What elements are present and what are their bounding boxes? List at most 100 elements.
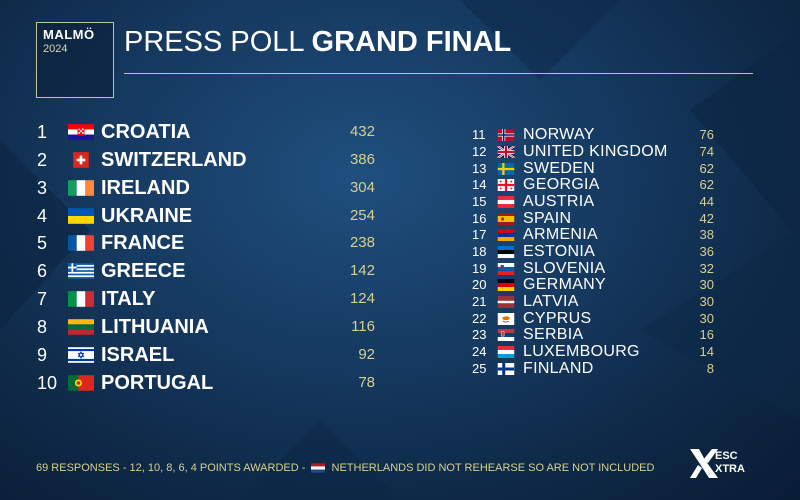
rank: 14 xyxy=(472,177,487,192)
country-name: FRANCE xyxy=(101,232,185,254)
finland-flag-icon xyxy=(497,363,515,375)
country-name: ISRAEL xyxy=(101,344,175,366)
ranking-row: 17 ARMENIA 38 xyxy=(472,226,717,252)
israel-flag-icon xyxy=(68,347,94,363)
rank: 24 xyxy=(472,344,487,359)
rank: 4 xyxy=(37,206,48,226)
rank: 17 xyxy=(472,227,487,242)
ranking-row: 24 LUXEMBOURG 14 xyxy=(472,343,717,369)
title-light: PRESS POLL xyxy=(124,26,304,58)
ranking-row: 22 CYPRUS 30 xyxy=(472,310,717,336)
slovenia-flag-icon xyxy=(497,263,515,275)
rank: 16 xyxy=(472,211,487,226)
austria-flag-icon xyxy=(497,196,515,208)
points: 432 xyxy=(349,123,375,140)
country-name: ESTONIA xyxy=(523,243,596,260)
country-name: PORTUGAL xyxy=(101,372,214,394)
latvia-flag-icon xyxy=(497,296,515,308)
country-name: ARMENIA xyxy=(523,226,598,243)
switzerland-flag-icon xyxy=(73,152,89,168)
luxembourg-flag-icon xyxy=(497,346,515,358)
points: 254 xyxy=(349,207,375,224)
rank: 7 xyxy=(37,289,48,309)
brand-line-1: ESC xyxy=(715,450,738,462)
ranking-row: 9 ISRAEL 92 xyxy=(37,342,377,368)
rank: 13 xyxy=(472,161,487,176)
rank: 23 xyxy=(472,327,487,342)
footer-text-left: 69 RESPONSES - 12, 10, 8, 6, 4 POINTS AW… xyxy=(36,462,306,474)
points: 304 xyxy=(349,179,375,196)
points: 78 xyxy=(358,374,375,391)
estonia-flag-icon xyxy=(497,246,515,258)
country-name: ITALY xyxy=(101,288,156,310)
country-name: FINLAND xyxy=(523,360,594,377)
uk-flag-icon xyxy=(497,146,515,158)
points: 92 xyxy=(358,346,375,363)
country-name: LATVIA xyxy=(523,293,579,310)
rank: 10 xyxy=(37,373,58,393)
rank: 20 xyxy=(472,277,487,292)
ranking-row: 18 ESTONIA 36 xyxy=(472,243,717,269)
points: 38 xyxy=(699,227,714,242)
points: 36 xyxy=(699,244,714,259)
country-name: LUXEMBOURG xyxy=(523,343,640,360)
rank: 12 xyxy=(472,144,487,159)
ranking-row: 12 UNITED KINGDOM 74 xyxy=(472,143,717,169)
title-bold: GRAND FINAL xyxy=(311,26,512,58)
country-name: SPAIN xyxy=(523,210,572,227)
france-flag-icon xyxy=(68,235,94,251)
rank: 19 xyxy=(472,261,487,276)
points: 42 xyxy=(699,211,714,226)
footer-text-right: NETHERLANDS DID NOT REHEARSE SO ARE NOT … xyxy=(331,462,655,474)
country-name: CYPRUS xyxy=(523,310,592,327)
georgia-flag-icon xyxy=(497,179,515,191)
points: 30 xyxy=(699,277,714,292)
points: 32 xyxy=(699,261,714,276)
rank: 5 xyxy=(37,233,48,253)
ireland-flag-icon xyxy=(68,180,94,196)
points: 62 xyxy=(699,177,714,192)
greece-flag-icon xyxy=(68,263,94,279)
country-name: AUSTRIA xyxy=(523,193,595,210)
country-name: UNITED KINGDOM xyxy=(523,143,668,160)
ranking-row: 2 SWITZERLAND 386 xyxy=(37,147,377,173)
rank: 22 xyxy=(472,311,487,326)
ranking-row: 7 ITALY 124 xyxy=(37,286,377,312)
germany-flag-icon xyxy=(497,279,515,291)
lithuania-flag-icon xyxy=(68,319,94,335)
points: 142 xyxy=(349,262,375,279)
points: 386 xyxy=(349,151,375,168)
rank: 15 xyxy=(472,194,487,209)
ukraine-flag-icon xyxy=(68,208,94,224)
brand-line-2: XTRA xyxy=(715,463,745,475)
points: 124 xyxy=(349,290,375,307)
country-name: SLOVENIA xyxy=(523,260,606,277)
rank: 18 xyxy=(472,244,487,259)
spain-flag-icon xyxy=(497,213,515,225)
armenia-flag-icon xyxy=(497,229,515,241)
country-name: LITHUANIA xyxy=(101,316,209,338)
rank: 6 xyxy=(37,261,48,281)
country-name: UKRAINE xyxy=(101,205,193,227)
ranking-row: 11 NORWAY 76 xyxy=(472,126,717,152)
rank: 9 xyxy=(37,345,48,365)
netherlands-flag-icon xyxy=(311,463,326,473)
escxtra-logo: ESC XTRA xyxy=(688,446,758,480)
rank: 11 xyxy=(472,127,486,142)
rank: 3 xyxy=(37,178,48,198)
points: 116 xyxy=(351,318,375,335)
ranking-row: 15 AUSTRIA 44 xyxy=(472,193,717,219)
ranking-row: 23 SERBIA 16 xyxy=(472,326,717,352)
portugal-flag-icon xyxy=(68,375,94,391)
points: 62 xyxy=(699,161,714,176)
logo-year: 2024 xyxy=(43,43,68,55)
sweden-flag-icon xyxy=(497,163,515,175)
ranking-row: 19 SLOVENIA 32 xyxy=(472,260,717,286)
rank: 1 xyxy=(37,122,48,142)
cyprus-flag-icon xyxy=(497,313,515,325)
rank: 21 xyxy=(472,294,487,309)
country-name: CROATIA xyxy=(101,121,191,143)
points: 14 xyxy=(699,344,714,359)
country-name: GERMANY xyxy=(523,276,606,293)
footer-note: 69 RESPONSES - 12, 10, 8, 6, 4 POINTS AW… xyxy=(36,462,654,474)
